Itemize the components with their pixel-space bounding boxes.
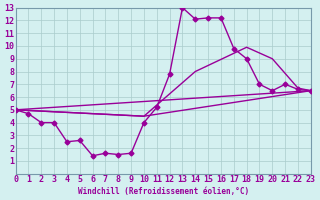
X-axis label: Windchill (Refroidissement éolien,°C): Windchill (Refroidissement éolien,°C)	[78, 187, 249, 196]
